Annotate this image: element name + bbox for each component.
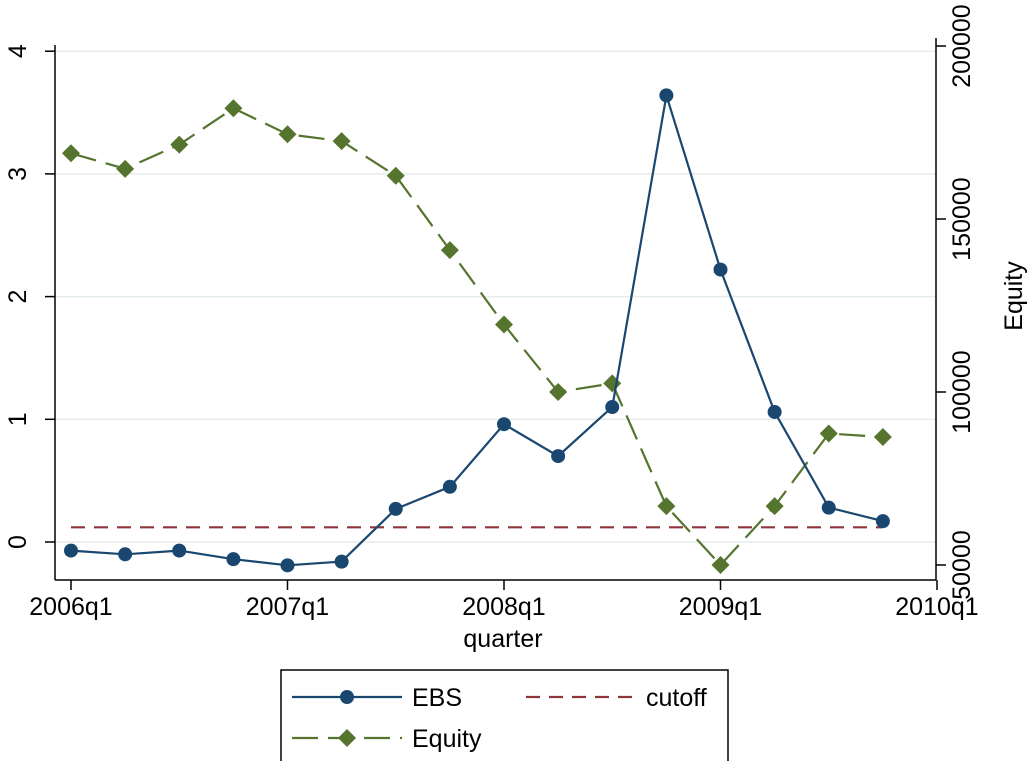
y-tick-label: 0 [4, 535, 32, 549]
x-tick-label: 2008q1 [462, 593, 545, 621]
data-point-equity [495, 315, 513, 334]
series-layer [62, 88, 892, 574]
data-point-equity [332, 132, 351, 151]
data-point-ebs [334, 554, 349, 569]
legend-box [280, 669, 729, 761]
data-point-ebs [280, 558, 295, 573]
x-tick-label: 2006q1 [29, 593, 112, 621]
legend-label-ebs: EBS [412, 684, 462, 712]
series-line-equity [70, 107, 883, 567]
data-point-equity [170, 135, 189, 154]
y2-tick-label: 50000 [948, 530, 976, 600]
x-tick-label: 2007q1 [246, 593, 329, 621]
y-tick-label: 2 [4, 290, 32, 304]
data-point-ebs [875, 514, 890, 529]
series-ebs [64, 88, 890, 573]
data-point-ebs [659, 88, 674, 103]
data-point-ebs [767, 404, 782, 419]
data-point-ebs [226, 552, 241, 567]
x-axis-title: quarter [463, 625, 542, 653]
series-line-ebs [70, 95, 884, 567]
data-point-equity [657, 497, 676, 516]
data-point-equity [711, 556, 730, 574]
data-point-equity [549, 383, 568, 401]
grid-lines [55, 50, 936, 543]
legend-marker-equity [338, 729, 356, 747]
legend-marker-ebs [340, 690, 354, 704]
data-point-ebs [388, 501, 403, 516]
y-tick-label: 1 [4, 412, 32, 426]
data-point-ebs [172, 543, 187, 558]
data-point-ebs [64, 543, 78, 558]
y-tick-label: 4 [4, 44, 32, 58]
y-tick-label: 3 [4, 167, 32, 181]
x-tick-label: 2010q1 [895, 593, 978, 621]
data-point-ebs [442, 479, 457, 494]
data-point-ebs [118, 547, 133, 562]
data-point-equity [386, 166, 405, 185]
data-point-equity [224, 99, 243, 118]
x-tick-label: 2009q1 [679, 593, 762, 621]
legend-item-equity: Equity [292, 725, 482, 753]
legend-item-cutoff: cutoff [526, 684, 707, 712]
legend-item-ebs: EBS [292, 684, 462, 712]
data-point-equity [278, 125, 297, 144]
data-point-equity [819, 424, 838, 443]
data-point-equity [765, 497, 784, 516]
data-point-equity [116, 159, 135, 178]
legend-label-equity: Equity [412, 725, 482, 753]
y2-axis-title: Equity [1000, 261, 1028, 331]
y2-tick-label: 200000 [948, 4, 976, 87]
data-point-ebs [551, 449, 566, 464]
y2-tick-label: 100000 [948, 350, 976, 433]
data-point-ebs [821, 500, 836, 515]
data-point-equity [62, 144, 80, 163]
data-point-equity [873, 427, 892, 446]
legend-label-cutoff: cutoff [646, 684, 707, 712]
data-point-equity [440, 241, 459, 260]
legend: EBS cutoff Equity [280, 669, 729, 761]
y2-tick-label: 150000 [948, 177, 976, 260]
data-point-ebs [497, 417, 511, 432]
series-equity [62, 99, 892, 574]
data-point-ebs [713, 262, 728, 277]
data-point-ebs [605, 400, 620, 415]
axes: 0 1 2 3 4 50000 100000 150000 200000 2006q1 2007q1… [4, 4, 979, 621]
